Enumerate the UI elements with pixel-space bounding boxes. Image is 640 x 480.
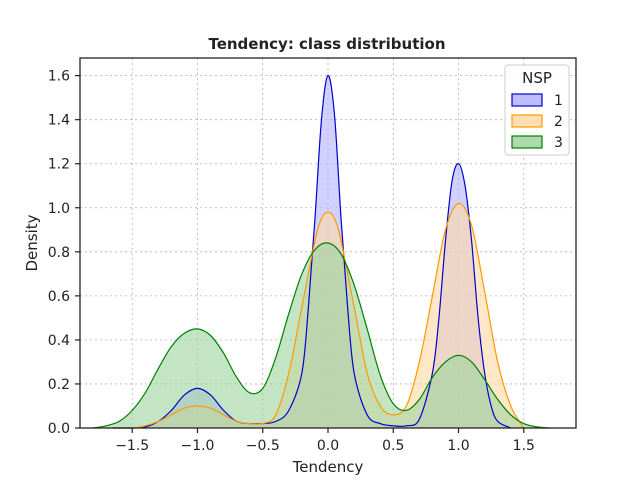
- x-tick-label: 0.5: [382, 438, 404, 454]
- y-tick-label: 1.2: [48, 157, 70, 173]
- y-axis-ticks: 0.0 0.2 0.4 0.6 0.8 1.0 1.2 1.4 1.6: [48, 69, 80, 437]
- legend-swatch-series-3: [511, 135, 543, 149]
- x-tick-label: 0.0: [317, 438, 339, 454]
- legend-label-series-1: 1: [554, 93, 563, 109]
- legend-swatch-series-2: [511, 114, 543, 128]
- y-tick-label: 0.0: [48, 421, 70, 437]
- legend-box: [504, 64, 570, 156]
- y-tick-label: 0.4: [48, 333, 70, 349]
- chart-title: Tendency: class distribution: [208, 35, 445, 53]
- x-axis-ticks: −1.5 −1.0 −0.5 0.0 0.5 1.0 1.5: [115, 428, 535, 454]
- density-line-series-2: [112, 202, 525, 429]
- x-axis-label: Tendency: [292, 458, 364, 476]
- y-tick-label: 1.4: [48, 113, 70, 129]
- y-tick-label: 1.0: [48, 201, 70, 217]
- x-tick-label: −0.5: [246, 438, 280, 454]
- y-tick-label: 0.6: [48, 289, 70, 305]
- density-fill-series-3: [93, 242, 550, 428]
- density-line-series-3: [92, 242, 550, 429]
- legend-title: NSP: [522, 69, 552, 87]
- x-tick-label: 1.0: [447, 438, 469, 454]
- legend-swatch-series-1: [511, 93, 543, 107]
- density-line-series-1: [112, 75, 512, 429]
- y-tick-label: 0.8: [48, 245, 70, 261]
- x-tick-label: −1.5: [115, 438, 149, 454]
- x-tick-label: 1.5: [513, 438, 535, 454]
- y-tick-label: 1.6: [48, 69, 70, 85]
- y-axis-label: Density: [23, 214, 41, 271]
- y-tick-label: 0.2: [48, 377, 70, 393]
- density-areas: [92, 75, 550, 429]
- legend-label-series-3: 3: [554, 135, 563, 151]
- x-tick-label: −1.0: [180, 438, 214, 454]
- legend: NSP 1 2 3: [504, 64, 570, 156]
- legend-label-series-2: 2: [554, 114, 563, 130]
